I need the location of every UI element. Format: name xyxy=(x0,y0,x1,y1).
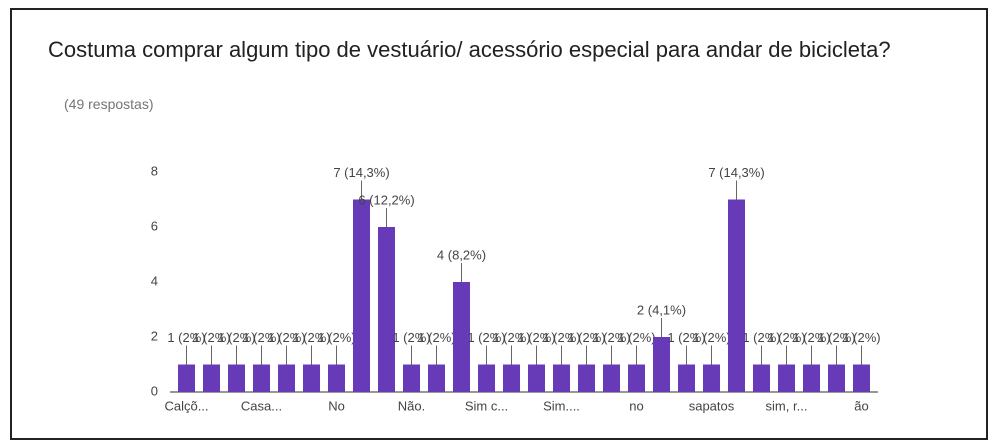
value-label: 1 (2%) xyxy=(167,330,205,345)
value-label: 1 (2%) xyxy=(317,330,355,345)
y-tick-label: 4 xyxy=(151,273,158,288)
value-label: 2 (4,1%) xyxy=(637,302,686,317)
value-label: 1 (2%) xyxy=(542,330,580,345)
value-label: 4 (8,2%) xyxy=(437,247,486,262)
chart-title: Costuma comprar algum tipo de vestuário/… xyxy=(48,37,891,62)
bar xyxy=(653,337,670,392)
bar xyxy=(203,364,220,392)
bar xyxy=(303,364,320,392)
value-label: 1 (2%) xyxy=(192,330,230,345)
x-tick-label: ão xyxy=(854,398,868,413)
x-tick-label: No xyxy=(328,398,345,413)
bar xyxy=(553,364,570,392)
value-label: 1 (2%) xyxy=(392,330,430,345)
bar xyxy=(328,364,345,392)
x-tick-label: Sim.... xyxy=(543,398,580,413)
bar xyxy=(828,364,845,392)
x-tick-label: sapatos xyxy=(689,398,735,413)
x-tick-label: Casa... xyxy=(241,398,282,413)
value-label: 1 (2%) xyxy=(767,330,805,345)
bar xyxy=(453,282,470,392)
y-tick-label: 6 xyxy=(151,218,158,233)
x-tick-label: Calçõ... xyxy=(164,398,208,413)
bar xyxy=(478,364,495,392)
bar xyxy=(778,364,795,392)
bar xyxy=(753,364,770,392)
value-label: 1 (2%) xyxy=(567,330,605,345)
bar xyxy=(353,199,370,392)
bar xyxy=(428,364,445,392)
value-label: 1 (2%) xyxy=(417,330,455,345)
x-tick-label: no xyxy=(629,398,643,413)
bar xyxy=(228,364,245,392)
value-label: 1 (2%) xyxy=(617,330,655,345)
bar xyxy=(728,199,745,392)
value-label: 1 (2%) xyxy=(217,330,255,345)
bar xyxy=(278,364,295,392)
value-label: 1 (2%) xyxy=(692,330,730,345)
bar xyxy=(578,364,595,392)
bar xyxy=(178,364,195,392)
value-label: 1 (2%) xyxy=(267,330,305,345)
x-tick-label: sim, r... xyxy=(766,398,808,413)
value-label: 7 (14,3%) xyxy=(708,165,764,180)
value-label: 1 (2%) xyxy=(517,330,555,345)
value-label: 1 (2%) xyxy=(242,330,280,345)
y-tick-label: 0 xyxy=(151,383,158,398)
bar xyxy=(803,364,820,392)
bar xyxy=(853,364,870,392)
bar xyxy=(378,227,395,392)
bar xyxy=(628,364,645,392)
bar xyxy=(703,364,720,392)
bar xyxy=(678,364,695,392)
value-label: 7 (14,3%) xyxy=(333,165,389,180)
value-label: 1 (2%) xyxy=(742,330,780,345)
y-tick-label: 8 xyxy=(151,163,158,178)
x-tick-label: Não. xyxy=(398,398,425,413)
bar xyxy=(528,364,545,392)
bar xyxy=(603,364,620,392)
y-tick-label: 2 xyxy=(151,328,158,343)
x-tick-label: Sim c... xyxy=(465,398,508,413)
chart-subtitle: (49 respostas) xyxy=(64,96,154,112)
value-label: 1 (2%) xyxy=(842,330,880,345)
value-label: 1 (2%) xyxy=(292,330,330,345)
chart-frame xyxy=(10,8,988,440)
value-label: 1 (2%) xyxy=(667,330,705,345)
value-label: 1 (2%) xyxy=(467,330,505,345)
value-label: 1 (2%) xyxy=(792,330,830,345)
value-label: 6 (12,2%) xyxy=(358,192,414,207)
bar xyxy=(253,364,270,392)
value-label: 1 (2%) xyxy=(492,330,530,345)
value-label: 1 (2%) xyxy=(592,330,630,345)
bar xyxy=(403,364,420,392)
bar xyxy=(503,364,520,392)
value-label: 1 (2%) xyxy=(817,330,855,345)
